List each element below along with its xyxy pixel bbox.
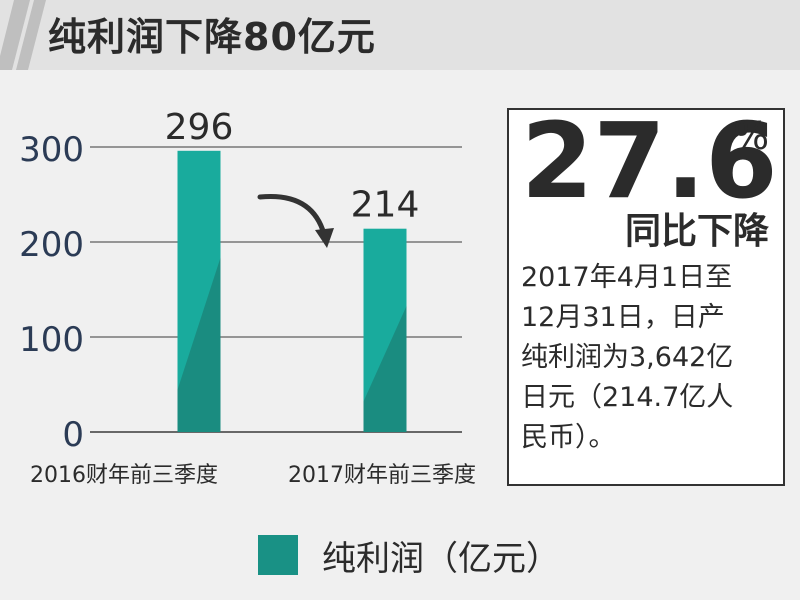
y-tick-label: 300 [19,130,84,170]
stat-percent-sign: % [733,114,770,158]
page-title: 纯利润下降80亿元 [48,15,376,59]
stat-label: 同比下降 [624,211,769,252]
header-banner: 纯利润下降80亿元 [0,0,800,70]
y-tick-label: 200 [19,225,84,265]
stat-description-line: 日元（214.7亿人 [521,382,734,413]
decline-arrow-icon [257,193,327,237]
stat-description-line: 12月31日，日产 [521,302,725,333]
stat-panel: 27.6 % 同比下降 2017年4月1日至 12月31日，日产 纯利润为3,6… [507,104,785,486]
bar-shade [177,257,221,432]
stat-percentage: 27.6 [521,100,778,222]
bar-shade [363,305,407,432]
data-label: 296 [165,107,234,148]
legend-label: 纯利润（亿元） [322,538,560,579]
chart-legend: 纯利润（亿元） [258,533,560,579]
data-label: 214 [351,185,420,226]
decline-arrow-head-icon [315,228,334,248]
x-category-label: 2017财年前三季度 [288,463,476,488]
header-stripes-decoration [0,0,46,70]
stat-description-line: 2017年4月1日至 [521,262,733,293]
y-tick-label: 100 [19,320,84,360]
stat-description-line: 纯利润为3,642亿 [521,342,734,373]
stat-description-line: 民币）。 [521,422,616,453]
x-category-label: 2016财年前三季度 [30,463,218,488]
y-tick-label: 0 [62,415,84,455]
legend-swatch [258,535,298,575]
bar-chart: 0 100 200 300 296 214 2016财年前三季度 2017财年前三季度 [19,107,476,488]
stat-description: 2017年4月1日至 12月31日，日产 纯利润为3,642亿 日元（214.7… [521,258,781,458]
